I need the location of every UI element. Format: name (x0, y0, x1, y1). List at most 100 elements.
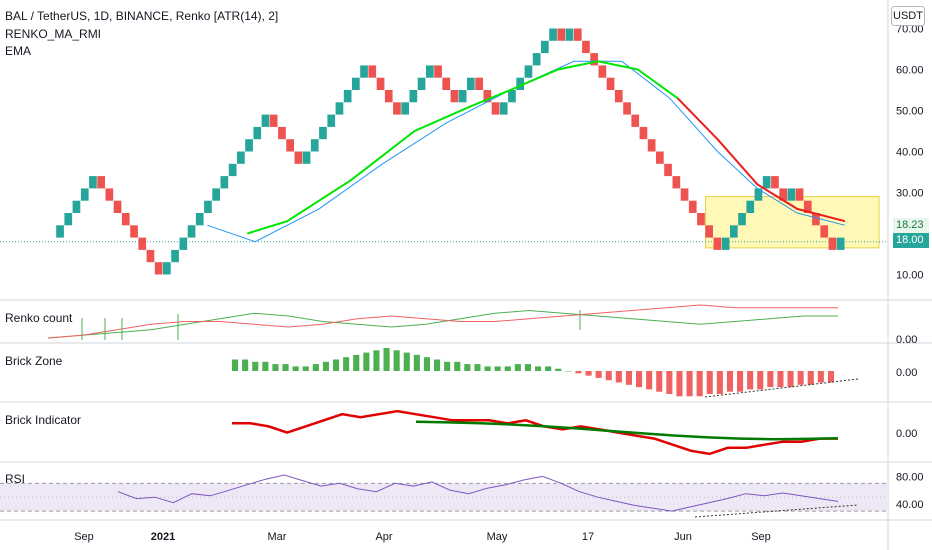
up-brick (417, 77, 426, 90)
ema-price-tag: 18.23 (893, 218, 929, 233)
down-brick (779, 188, 787, 201)
brick-zone-bar-negative (625, 371, 632, 385)
up-brick (245, 139, 253, 152)
pane-label-renko-count[interactable]: Renko count (5, 311, 73, 325)
down-brick (697, 213, 705, 226)
down-brick (664, 163, 672, 177)
brick-zone-bar-negative (656, 371, 663, 392)
brick-zone-bar-positive (343, 357, 350, 371)
brick-zone-bar-negative (696, 371, 703, 397)
up-brick (64, 213, 73, 226)
brick-zone-bar-positive (302, 366, 309, 371)
brick-zone-bar-negative (737, 371, 744, 392)
up-brick (56, 225, 64, 238)
up-brick (253, 126, 262, 140)
pane-label-rsi[interactable]: RSI (5, 472, 26, 486)
up-brick (204, 200, 212, 213)
up-brick (310, 139, 319, 152)
brick-zone-bar-positive (464, 364, 471, 371)
brick-zone-bar-positive (444, 361, 451, 371)
brick-zone-axis-tick: 0.00 (896, 367, 917, 379)
pane-label-brick-indicator[interactable]: Brick Indicator (5, 413, 82, 427)
up-brick (730, 225, 738, 238)
price-axis-tick: 10.00 (896, 270, 924, 282)
brick-zone-bar-positive (484, 366, 491, 371)
rsi-trendline (694, 504, 859, 518)
brick-zone-bar-negative (615, 371, 622, 383)
down-brick (614, 90, 623, 103)
brick-zone-bar-negative (787, 371, 794, 388)
brick-zone-bar-negative (595, 371, 602, 378)
symbol-title: BAL / TetherUS, 1D, BINANCE, Renko [ATR(… (5, 9, 279, 23)
rsi-line (117, 474, 839, 512)
brick-zone-bar-positive (393, 350, 400, 371)
up-brick (319, 126, 327, 140)
up-brick (565, 28, 574, 41)
up-brick (541, 40, 549, 54)
up-brick (352, 77, 360, 90)
up-brick (721, 237, 730, 250)
renko-count-line (47, 309, 838, 339)
brick-zone-bar-positive (423, 357, 430, 371)
brick-zone-bar-negative (706, 371, 713, 394)
down-brick (573, 28, 582, 41)
brick-zone-bar-negative (666, 371, 673, 394)
brick-zone-bar-positive (312, 364, 319, 371)
down-brick (450, 90, 459, 103)
brick-zone-bar-positive (565, 371, 572, 372)
brick-zone-trendline (704, 378, 859, 398)
ema-slow-line-green (247, 60, 679, 235)
brick-zone-bar-positive (322, 361, 329, 371)
up-brick (738, 213, 746, 226)
rsi-axis-tick: 40.00 (896, 499, 924, 511)
brick-zone-bar-positive (242, 359, 249, 371)
brick-zone-bar-positive (363, 352, 370, 371)
down-brick (154, 262, 163, 275)
highlight-box (705, 196, 880, 249)
rsi-axis-tick: 80.00 (896, 471, 924, 483)
up-brick (360, 65, 368, 78)
time-axis-tick: Apr (375, 531, 392, 543)
down-brick (672, 176, 681, 189)
brick-zone-bar-positive (454, 361, 461, 371)
up-brick (746, 200, 755, 213)
down-brick (130, 225, 138, 238)
up-brick (195, 213, 204, 226)
up-brick (401, 102, 409, 115)
brick-zone-bar-positive (272, 364, 279, 371)
up-brick (228, 163, 237, 177)
time-axis-tick: 17 (582, 531, 594, 543)
up-brick (836, 237, 845, 250)
up-brick (89, 176, 97, 189)
brick-zone-bar-positive (333, 359, 340, 371)
brick-zone-bar-negative (636, 371, 643, 388)
down-brick (105, 188, 114, 201)
down-brick (384, 90, 393, 103)
currency-button[interactable]: USDT (891, 6, 925, 26)
up-brick (237, 151, 245, 164)
brick-zone-bar-negative (575, 371, 582, 374)
up-brick (458, 90, 467, 103)
indicator-label-ema[interactable]: EMA (5, 44, 32, 58)
down-brick (483, 90, 492, 103)
ema-fast-line (207, 60, 846, 243)
down-brick (269, 114, 278, 127)
down-brick (631, 114, 640, 127)
indicator-label-renko-ma-rmi[interactable]: RENKO_MA_RMI (5, 27, 102, 41)
down-brick (582, 40, 590, 54)
up-brick (499, 102, 508, 115)
brick-zone-bar-positive (524, 364, 531, 371)
brick-zone-bar-negative (747, 371, 754, 390)
down-brick (680, 188, 689, 201)
pane-label-brick-zone[interactable]: Brick Zone (5, 354, 63, 368)
brick-zone-bar-positive (262, 361, 269, 371)
up-brick (467, 77, 475, 90)
price-axis-tick: 40.00 (896, 147, 924, 159)
down-brick (705, 225, 713, 238)
down-brick (393, 102, 401, 115)
brick-zone-bar-negative (646, 371, 653, 390)
up-brick (261, 114, 270, 127)
down-brick (475, 77, 483, 90)
up-brick (549, 28, 557, 41)
